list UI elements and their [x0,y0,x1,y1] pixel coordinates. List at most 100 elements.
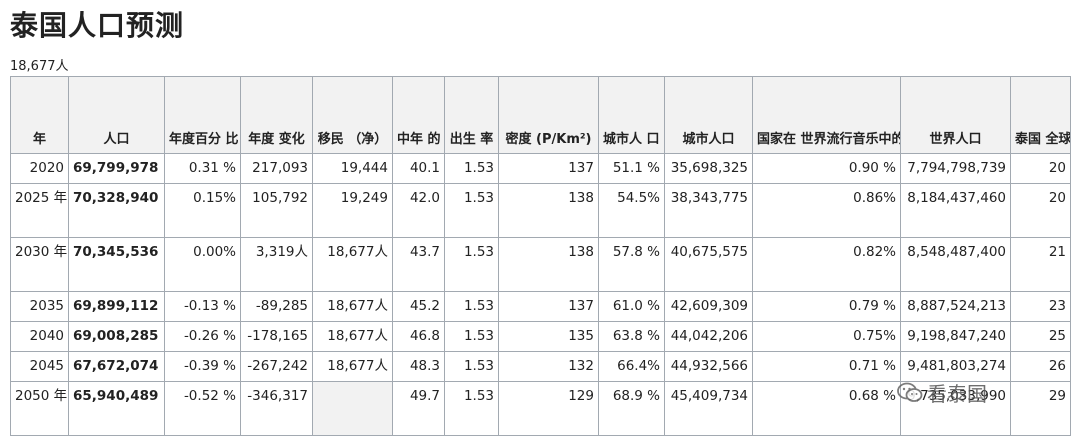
cell-urban-pct: 57.8 % [598,237,665,292]
cell-yearly-change: 217,093 [240,153,313,184]
cell-population: 65,940,489 [68,381,165,436]
cell-yearly-pct-change: 0.31 % [164,153,241,184]
cell-urban-population: 35,698,325 [664,153,753,184]
cell-yearly-change: 3,319人 [240,237,313,292]
cell-fertility-rate: 1.53 [444,237,499,292]
table-row: 2045 67,672,074 -0.39 % -267,242 18,677人 48.3… [10,351,1071,382]
cell-yearly-pct-change: -0.39 % [164,351,241,382]
cell-migrants: 18,677人 [312,321,393,352]
cell-yearly-change: -346,317 [240,381,313,436]
cell-median-age: 49.7 [392,381,445,436]
cell-population: 67,672,074 [68,351,165,382]
header-fertility-rate: 出生 率 [444,76,499,154]
cell-yearly-pct-change: -0.13 % [164,291,241,322]
cell-yearly-change: -267,242 [240,351,313,382]
header-yearly-change: 年度 变化 [240,76,313,154]
cell-median-age: 45.2 [392,291,445,322]
table-row: 2035 69,899,112 -0.13 % -89,285 18,677人 45.2 1… [10,291,1071,322]
cell-density: 132 [498,351,599,382]
cell-world-share: 0.86% [752,183,901,238]
cell-median-age: 46.8 [392,321,445,352]
table-row: 2025 年 70,328,940 0.15% 105,792 19,249 42.0 1.… [10,183,1071,238]
cell-population: 70,345,536 [68,237,165,292]
cell-global-rank: 20 [1010,183,1071,238]
cell-urban-pct: 63.8 % [598,321,665,352]
header-median-age: 中年 的 [392,76,445,154]
cell-density: 137 [498,153,599,184]
cell-urban-population: 40,675,575 [664,237,753,292]
cell-global-rank: 26 [1010,351,1071,382]
cell-year: 2050 年 [10,381,69,436]
header-urban-pct: 城市人 口 百分比 [598,76,665,154]
cell-world-share: 0.90 % [752,153,901,184]
cell-year: 2035 [10,291,69,322]
cell-urban-population: 44,932,566 [664,351,753,382]
cell-fertility-rate: 1.53 [444,153,499,184]
watermark-text: 看泰国 [927,382,987,406]
cell-fertility-rate: 1.53 [444,321,499,352]
cell-fertility-rate: 1.53 [444,291,499,322]
cell-yearly-pct-change: 0.15% [164,183,241,238]
page-subtitle: 18,677人 [10,59,69,74]
header-world-share: 国家在 世界流行音乐中的份 额 [752,76,901,154]
cell-global-rank: 20 [1010,153,1071,184]
cell-population: 69,899,112 [68,291,165,322]
cell-world-share: 0.68 % [752,381,901,436]
cell-density: 138 [498,183,599,238]
cell-median-age: 48.3 [392,351,445,382]
cell-yearly-pct-change: -0.26 % [164,321,241,352]
cell-yearly-pct-change: 0.00% [164,237,241,292]
cell-migrants [312,381,393,436]
cell-urban-pct: 68.9 % [598,381,665,436]
cell-urban-pct: 66.4% [598,351,665,382]
cell-world-population: 9,198,847,240 [900,321,1011,352]
cell-world-population: 7,794,798,739 [900,153,1011,184]
cell-density: 135 [498,321,599,352]
header-population: 人口 [68,76,165,154]
cell-year: 2030 年 [10,237,69,292]
cell-urban-population: 42,609,309 [664,291,753,322]
table-row: 2040 69,008,285 -0.26 % -178,165 18,677人 46.8… [10,321,1071,352]
cell-urban-pct: 61.0 % [598,291,665,322]
cell-population: 69,008,285 [68,321,165,352]
table-row: 2030 年 70,345,536 0.00% 3,319人 18,677人 43.7 1.… [10,237,1071,292]
header-year: 年 [10,76,69,154]
cell-migrants: 18,677人 [312,291,393,322]
header-urban-population: 城市人口 [664,76,753,154]
cell-density: 138 [498,237,599,292]
cell-yearly-change: 105,792 [240,183,313,238]
cell-world-population: 8,887,524,213 [900,291,1011,322]
header-density: 密度 (P/Km²) [498,76,599,154]
cell-fertility-rate: 1.53 [444,381,499,436]
cell-world-share: 0.75% [752,321,901,352]
cell-yearly-change: -178,165 [240,321,313,352]
table-row: 2050 年 65,940,489 -0.52 % -346,317 49.7 1.53 1… [10,381,1071,436]
table-header-row: 年 人口 年度百分 比 变化 年度 变化 移民 （净） 中年 的 出生 率 密度… [10,76,1071,154]
cell-year: 2045 [10,351,69,382]
cell-migrants: 19,249 [312,183,393,238]
cell-year: 2025 年 [10,183,69,238]
cell-median-age: 42.0 [392,183,445,238]
cell-world-population: 8,184,437,460 [900,183,1011,238]
cell-urban-population: 38,343,775 [664,183,753,238]
cell-world-share: 0.82% [752,237,901,292]
header-yearly-pct-change: 年度百分 比 变化 [164,76,241,154]
cell-median-age: 43.7 [392,237,445,292]
cell-yearly-change: -89,285 [240,291,313,322]
cell-urban-population: 45,409,734 [664,381,753,436]
cell-global-rank: 25 [1010,321,1071,352]
header-migrants: 移民 （净） [312,76,393,154]
cell-migrants: 19,444 [312,153,393,184]
cell-density: 137 [498,291,599,322]
cell-urban-pct: 54.5% [598,183,665,238]
cell-migrants: 18,677人 [312,351,393,382]
cell-year: 2040 [10,321,69,352]
cell-density: 129 [498,381,599,436]
header-world-population: 世界人口 [900,76,1011,154]
cell-world-share: 0.71 % [752,351,901,382]
cell-global-rank: 29 [1010,381,1071,436]
page-title: 泰国人口预测 [10,9,185,42]
cell-population: 70,328,940 [68,183,165,238]
cell-year: 2020 [10,153,69,184]
